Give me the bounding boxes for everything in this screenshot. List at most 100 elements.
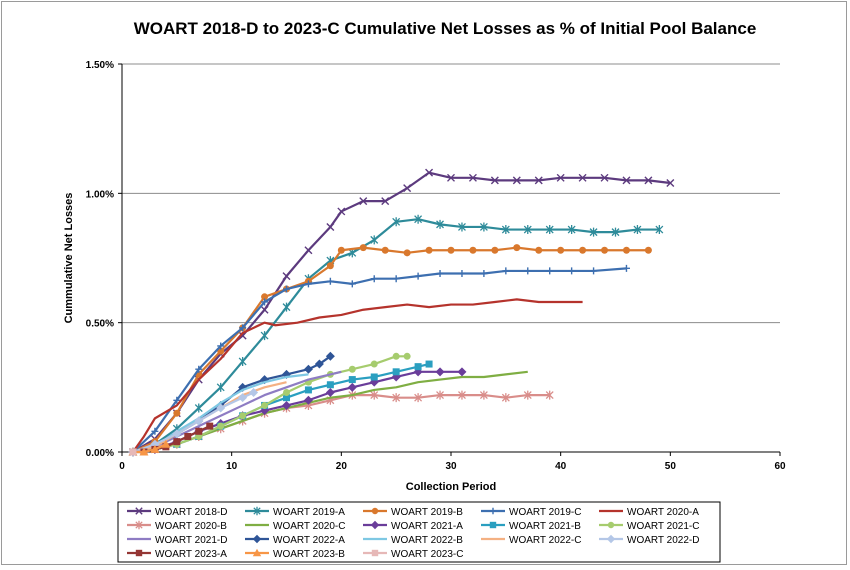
- legend-label: WOART 2023-A: [155, 549, 227, 560]
- data-point: [261, 293, 269, 301]
- data-point: [217, 342, 225, 350]
- data-point: [303, 395, 313, 405]
- data-point: [403, 249, 411, 257]
- data-point: [252, 534, 262, 544]
- data-point: [512, 176, 521, 185]
- data-point: [249, 388, 259, 398]
- data-point: [370, 390, 379, 400]
- x-tick-label: 40: [555, 461, 567, 472]
- data-point: [524, 267, 532, 275]
- data-point: [622, 176, 631, 185]
- legend-label: WOART 2021-A: [391, 521, 463, 532]
- data-point: [523, 225, 532, 235]
- legend-item: WOART 2020-A: [599, 507, 699, 518]
- data-point: [314, 359, 324, 369]
- data-point: [436, 390, 444, 400]
- legend-label: WOART 2022-C: [509, 535, 581, 546]
- data-point: [435, 367, 445, 377]
- data-point: [370, 235, 379, 245]
- legend-label: WOART 2022-D: [627, 535, 699, 546]
- data-point: [282, 400, 291, 410]
- legend-label: WOART 2019-B: [391, 507, 463, 518]
- data-point: [304, 246, 313, 255]
- data-point: [578, 173, 587, 182]
- data-point: [447, 246, 455, 254]
- series-woart-2019-c: [129, 264, 630, 456]
- data-point: [371, 549, 379, 557]
- legend-item: WOART 2023-B: [245, 548, 345, 560]
- data-point: [523, 390, 532, 400]
- data-point: [326, 262, 334, 270]
- data-point: [469, 246, 477, 254]
- legend-label: WOART 2023-C: [391, 549, 463, 560]
- series-line: [132, 370, 342, 454]
- data-point: [600, 173, 609, 182]
- data-point: [545, 225, 554, 235]
- data-point: [567, 225, 576, 235]
- legend-item: WOART 2020-B: [127, 520, 227, 532]
- data-point: [239, 412, 247, 420]
- data-point: [392, 217, 401, 227]
- data-point: [480, 270, 488, 278]
- data-point: [135, 507, 143, 515]
- data-point: [490, 176, 499, 185]
- data-point: [589, 227, 598, 237]
- data-point: [590, 267, 598, 275]
- legend-label: WOART 2020-B: [155, 521, 227, 532]
- data-point: [403, 352, 411, 360]
- legend-label: WOART 2022-A: [273, 535, 345, 546]
- data-point: [337, 207, 346, 216]
- data-point: [261, 401, 269, 409]
- data-point: [348, 280, 356, 288]
- data-point: [633, 225, 642, 235]
- data-point: [392, 275, 400, 283]
- data-point: [217, 422, 225, 430]
- data-point: [238, 356, 247, 366]
- data-point: [135, 549, 143, 557]
- data-point: [129, 448, 137, 456]
- data-point: [252, 548, 262, 557]
- data-point: [644, 246, 652, 254]
- data-point: [359, 244, 367, 252]
- data-point: [194, 416, 204, 426]
- legend-item: WOART 2022-A: [245, 534, 345, 546]
- data-point: [359, 197, 368, 206]
- legend-item: WOART 2022-B: [363, 535, 463, 546]
- data-point: [557, 246, 565, 254]
- data-point: [348, 365, 356, 373]
- x-tick-label: 30: [445, 461, 457, 472]
- data-point: [195, 365, 203, 373]
- data-point: [150, 444, 160, 453]
- legend-item: WOART 2019-A: [245, 506, 345, 518]
- data-point: [260, 305, 269, 314]
- data-point: [489, 507, 497, 515]
- data-point: [260, 331, 269, 341]
- data-point: [184, 432, 192, 440]
- data-point: [436, 219, 444, 229]
- data-point: [607, 521, 615, 529]
- data-point: [611, 227, 620, 237]
- data-point: [326, 277, 334, 285]
- series-line: [132, 218, 660, 454]
- data-point: [304, 386, 312, 394]
- legend-item: WOART 2023-A: [127, 549, 227, 560]
- data-point: [403, 184, 412, 193]
- plot-area: 0.00% 0.50% 1.00% 1.50% 0 10 20 30 40 50 60: [86, 60, 786, 472]
- legend-item: WOART 2018-D: [127, 507, 227, 518]
- legend-item: WOART 2021-D: [127, 535, 227, 546]
- data-point: [337, 246, 345, 254]
- data-point: [568, 267, 576, 275]
- legend-item: WOART 2019-C: [481, 507, 581, 518]
- legend-label: WOART 2022-B: [391, 535, 463, 546]
- data-point: [392, 352, 400, 360]
- data-point: [381, 197, 390, 206]
- data-point: [253, 506, 261, 516]
- legend-item: WOART 2021-C: [599, 521, 699, 532]
- data-point: [513, 244, 521, 252]
- data-point: [436, 270, 444, 278]
- data-point: [283, 285, 290, 293]
- data-point: [326, 222, 335, 231]
- y-axis-title: Cummulative Net Losses: [63, 193, 75, 324]
